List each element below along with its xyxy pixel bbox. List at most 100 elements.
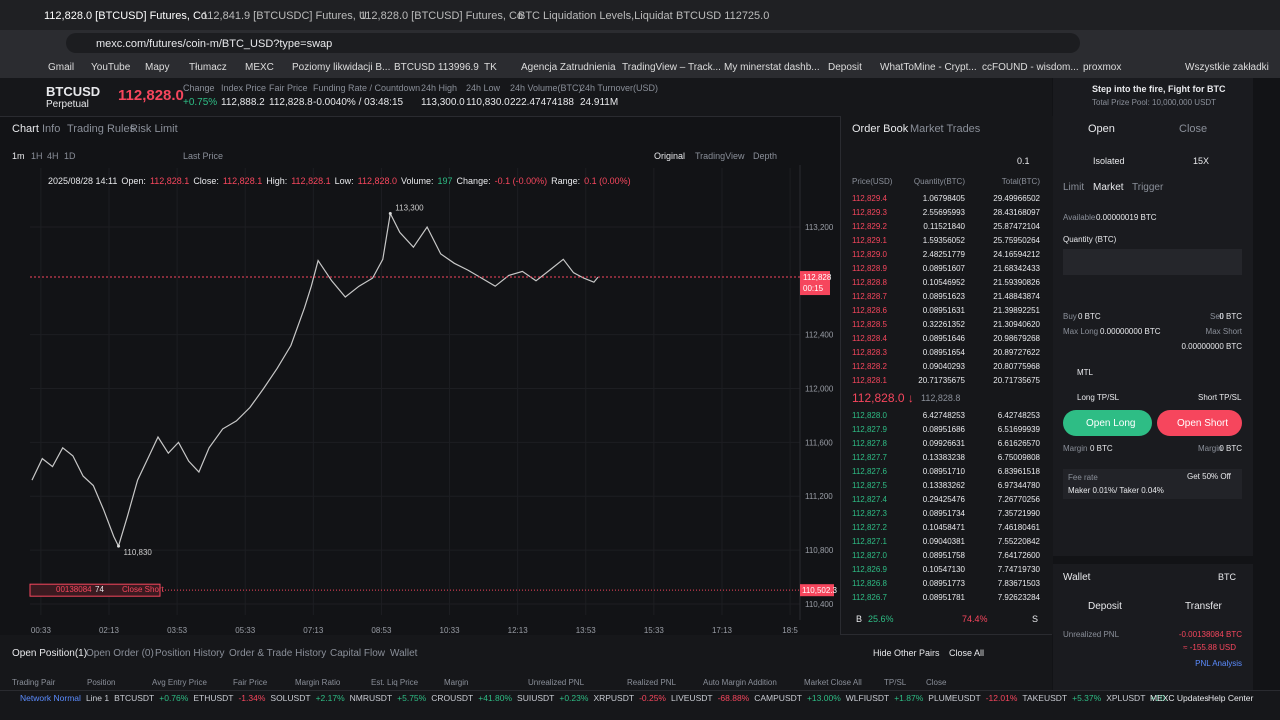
book-qty: 0.08951686 (922, 425, 965, 434)
order-type[interactable]: Trigger (1132, 182, 1164, 193)
browser-tab[interactable]: 112,828.0 [BTCUSD] Futures, Co (44, 10, 208, 22)
browser-tab[interactable]: 112,841.9 [BTCUSDC] Futures, U (202, 10, 367, 22)
bookmark[interactable]: Mapy (145, 62, 170, 73)
trade-panel (1053, 78, 1253, 720)
chart-tab[interactable]: Chart (12, 123, 39, 135)
book-total: 20.80775968 (993, 362, 1040, 371)
book-tab[interactable]: Order Book (852, 123, 909, 135)
bookmark[interactable]: TradingView – Track... (622, 62, 721, 73)
book-price: 112,828.3 (852, 348, 887, 357)
close-short[interactable]: Close Short (122, 585, 164, 594)
price-source[interactable]: Last Price (183, 151, 224, 161)
browser-tab[interactable]: BTCUSD 112725.0 (676, 10, 770, 22)
bookmark[interactable]: My minerstat dashb... (724, 62, 820, 73)
position-tab[interactable]: Capital Flow (330, 648, 386, 659)
position-tab[interactable]: Order & Trade History (229, 648, 327, 659)
interval[interactable]: 1m (12, 151, 25, 161)
column-header: TP/SL (884, 678, 907, 687)
position-tab[interactable]: Open Position(1) (12, 648, 88, 659)
bookmark[interactable]: BTCUSD 113996.9 (394, 62, 479, 73)
book-qty: 0.08951623 (922, 292, 965, 301)
book-total: 7.26770256 (997, 495, 1040, 504)
chart-tab[interactable]: Risk Limit (130, 123, 178, 135)
bookmark[interactable]: Wszystkie zakładki (1185, 62, 1269, 73)
bookmark[interactable]: Gmail (48, 62, 75, 73)
label: Sell (1210, 312, 1224, 321)
position-tab[interactable]: Wallet (390, 648, 418, 659)
open-short-button[interactable] (1157, 410, 1242, 436)
book-price: 112,828.4 (852, 334, 887, 343)
bookmark[interactable]: TK (484, 62, 497, 73)
prize: Total Prize Pool: 10,000,000 USDT (1092, 98, 1217, 107)
open-long[interactable]: Open Long (1086, 418, 1136, 429)
sell-ratio: 74.4% (962, 614, 988, 624)
updates[interactable]: MEXC Updates (1150, 693, 1209, 703)
value: 0 BTC (1078, 312, 1101, 321)
column-header: Fair Price (233, 678, 268, 687)
stat-label: 24h Turnover(USD) (580, 83, 659, 93)
contract-type: Perpetual (46, 99, 89, 110)
positions-panel (0, 634, 1052, 695)
book-price: 112,828.0 (852, 411, 887, 420)
bookmark[interactable]: Agencja Zatrudnienia (521, 62, 616, 73)
ohlc-text: 112,828.0 (357, 176, 397, 186)
bookmark[interactable]: YouTube (91, 62, 131, 73)
quantity-input[interactable] (1063, 249, 1242, 275)
hide-pairs[interactable]: Hide Other Pairs (873, 648, 940, 658)
book-tab[interactable]: Market Trades (910, 123, 981, 135)
chart-view[interactable]: TradingView (695, 151, 745, 161)
leverage[interactable]: 15X (1193, 156, 1210, 166)
col-header: Quantity(BTC) (913, 177, 965, 186)
x-tick-label: 02:13 (99, 626, 120, 635)
bookmark[interactable]: MEXC (245, 62, 274, 73)
position-pnl: 00138084 (56, 585, 92, 594)
precision[interactable]: 0.1 (1017, 156, 1030, 166)
chart-tab[interactable]: Trading Rules (67, 123, 136, 135)
deposit[interactable]: Deposit (1088, 601, 1122, 612)
book-qty: 6.42748253 (922, 411, 965, 420)
stat-label: Index Price (221, 83, 267, 93)
order-type[interactable]: Market (1093, 182, 1124, 193)
chart-tab[interactable]: Info (42, 123, 61, 135)
browser-tab[interactable]: 112,828.0 [BTCUSD] Futures, Co (360, 10, 524, 22)
column-header: Auto Margin Addition (703, 678, 777, 687)
close-all[interactable]: Close All (949, 648, 985, 658)
chart-view[interactable]: Original (654, 151, 686, 161)
bookmark[interactable]: Poziomy likwidacji B... (292, 62, 391, 73)
book-total: 7.83671503 (997, 579, 1040, 588)
ohlc-text: Close: (193, 176, 219, 186)
book-last: 112,828.0 ↓ (852, 391, 914, 405)
ohlc-text: Open: (121, 176, 146, 186)
position-tab[interactable]: Position History (155, 648, 225, 659)
interval[interactable]: 1D (64, 151, 76, 161)
bookmark[interactable]: WhatToMine - Crypt... (880, 62, 977, 73)
bookmark[interactable]: Tłumacz (189, 62, 227, 73)
book-price: 112,827.4 (852, 495, 887, 504)
trade-tab[interactable]: Open (1088, 123, 1115, 135)
book-qty: 2.48251779 (922, 250, 965, 259)
fee-promo[interactable]: Get 50% Off (1187, 472, 1231, 481)
chart-view[interactable]: Depth (753, 151, 778, 161)
trade-tab[interactable]: Close (1179, 123, 1208, 135)
interval[interactable]: 1H (31, 151, 43, 161)
label: Short TP/SL (1198, 393, 1242, 402)
open-short[interactable]: Open Short (1177, 418, 1229, 429)
order-type[interactable]: Limit (1063, 182, 1085, 193)
position-tab[interactable]: Open Order (0) (86, 648, 154, 659)
pnl-analysis[interactable]: PNL Analysis (1195, 659, 1242, 668)
bookmark[interactable]: Deposit (828, 62, 862, 73)
bookmark[interactable]: proxmox (1083, 62, 1122, 73)
stat-value: 112,888.2 (221, 97, 265, 108)
column-header: Est. Liq Price (371, 678, 419, 687)
margin-mode[interactable]: Isolated (1093, 156, 1125, 166)
help[interactable]: Help Center (1208, 693, 1254, 703)
status-text: BTCUSDT (114, 693, 155, 703)
wallet-currency[interactable]: BTC (1218, 572, 1236, 582)
bookmark[interactable]: ccFOUND - wisdom... (982, 62, 1079, 73)
book-total: 7.74719730 (997, 565, 1040, 574)
interval[interactable]: 4H (47, 151, 59, 161)
open-long-button[interactable] (1063, 410, 1152, 436)
column-header: Avg Entry Price (152, 678, 207, 687)
browser-tab[interactable]: BTC Liquidation Levels,Liquidat (518, 10, 673, 22)
transfer[interactable]: Transfer (1185, 601, 1222, 612)
